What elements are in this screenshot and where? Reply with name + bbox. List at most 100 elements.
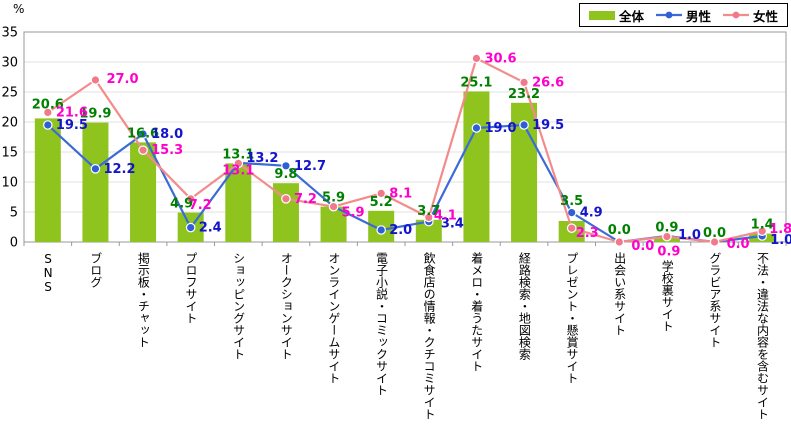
value-label: 13.1 [222,163,254,178]
male-point [138,129,148,139]
y-axis-unit-label: % [13,2,25,16]
value-label: 1.0 [678,228,701,243]
value-label: 0.9 [657,245,680,260]
category-label: 着メロ・着うたサイト [469,252,484,372]
value-label: 7.2 [189,198,212,213]
value-label: 1.8 [769,222,791,237]
value-label: 8.1 [389,186,412,201]
category-label: 出会い系サイト [612,252,627,336]
value-label: 2.0 [389,223,412,238]
legend-label: 女性 [752,8,778,24]
female-point [281,194,291,204]
male-point [566,207,577,218]
y-axis-label: 35 [1,26,18,41]
legend-item: 男性 [655,6,711,25]
category-label: ショッピングサイト [231,252,246,360]
legend-line-marker-icon [722,11,749,19]
y-axis-label: 0 [10,236,18,251]
value-label: 0.9 [655,221,678,236]
male-point [90,164,101,174]
value-label: 5.2 [370,195,393,210]
bar [463,91,490,243]
value-label: 16.6 [127,126,159,141]
category-label: 飲食店の情報・クチコミサイト [422,252,437,420]
category-label: 経路検索・地図検索 [517,252,532,360]
female-point [662,231,672,242]
value-label: 2.4 [199,221,222,236]
female-point [328,201,339,212]
y-axis-label: 5 [10,206,18,221]
value-label: 19.0 [484,121,516,136]
value-label: 23.2 [508,87,540,102]
category-label: オークションサイト [279,252,294,360]
value-label: 19.9 [79,107,111,122]
legend-line-marker-icon [655,11,682,19]
female-point [519,77,529,88]
category-label: 電子小説・コミックサイト [374,252,389,396]
female-point [233,158,244,169]
value-label: 18.0 [151,127,183,142]
value-label: 12.7 [294,159,326,174]
value-label: 1.4 [751,218,774,233]
male-point [471,123,482,133]
value-label: 26.6 [532,75,564,90]
category-label: 学校裏サイト [660,260,675,332]
value-label: 3.5 [560,194,583,209]
y-axis-label: 20 [1,116,18,131]
y-axis-label: 15 [1,146,18,161]
legend-label: 男性 [685,8,711,24]
value-label: 25.1 [460,75,492,90]
bar [82,122,109,242]
value-label: 12.2 [103,162,135,177]
category-label: プロフサイト [183,252,198,324]
bar [415,219,442,242]
male-point [519,120,529,130]
value-label: 4.9 [580,206,603,221]
value-label: 19.5 [532,118,564,133]
value-label: 3.4 [441,217,464,232]
value-label: 13.2 [246,151,278,166]
category-label: オンラインゲームサイト [326,252,341,384]
category-label: 掲示板・チャット [136,252,151,348]
category-label: ブログ [88,252,103,288]
value-label: 0.0 [727,237,750,252]
value-label: 21.6 [56,105,88,120]
female-point [185,194,196,204]
female-point [709,237,720,247]
value-label: 5.9 [322,191,345,206]
y-axis-label: 10 [1,176,18,191]
female-point [43,107,53,118]
value-label: 15.3 [151,143,183,158]
female-point [90,75,101,85]
female-point [471,53,482,64]
female-point [566,223,577,233]
value-label: 2.3 [576,226,599,241]
value-label: 0.0 [631,239,654,254]
value-label: 13.1 [222,147,254,162]
female-line [47,57,763,244]
value-label: 19.5 [56,118,88,133]
value-label: 9.8 [274,167,297,182]
value-label: 0.0 [608,223,631,238]
y-axis-label: 30 [1,56,18,71]
value-label: 30.6 [484,51,516,66]
value-label: 0.0 [703,226,726,241]
value-label: 4.9 [170,197,193,212]
value-label: 7.2 [294,192,317,207]
category-label: SNS [41,252,56,294]
value-label: 5.9 [342,206,365,221]
bar [34,118,61,242]
value-label: 20.6 [32,97,64,112]
female-point [614,237,625,247]
value-label: 3.7 [417,204,440,219]
bar [320,206,347,242]
female-point [757,226,767,236]
legend-item: 女性 [722,6,778,25]
legend: 全体 男性 女性 [578,3,788,27]
female-point [424,212,434,223]
category-label: プレゼント・懸賞サイト [564,252,579,384]
value-label: 1.0 [770,233,791,248]
category-label: グラビア系サイト [707,252,722,348]
